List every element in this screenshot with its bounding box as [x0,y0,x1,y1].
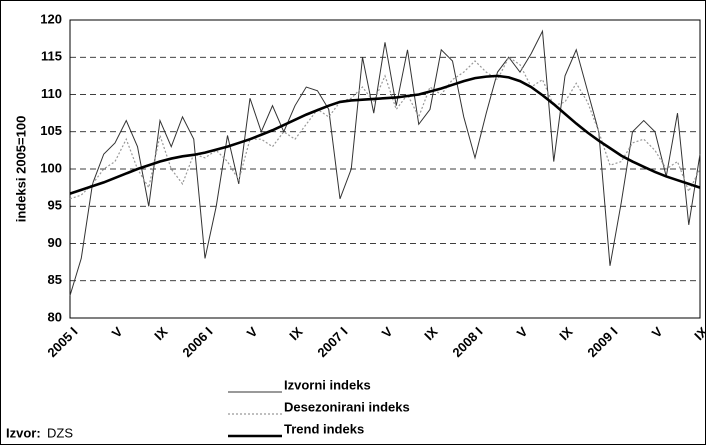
y-tick-label: 90 [48,235,62,250]
y-tick-label: 120 [40,11,62,26]
legend-label: Desezonirani indeks [284,399,410,414]
series-line [69,29,701,296]
y-tick-label: 95 [48,198,62,213]
y-tick-label: 80 [48,309,62,324]
y-axis-label: indeksi 2005=100 [13,116,28,223]
legend-label: Trend indeks [284,421,364,436]
legend-label: Izvorni indeks [284,377,371,392]
series-line [69,56,701,200]
source: DZS [47,425,73,440]
y-tick-label: 105 [40,123,62,138]
source-label: Izvor: [6,425,41,440]
series-line [69,74,701,195]
y-tick-label: 85 [48,272,62,287]
y-tick-label: 110 [41,86,62,101]
y-tick-label: 100 [40,160,62,175]
y-tick-label: 115 [41,49,62,64]
plot-border [69,19,701,319]
